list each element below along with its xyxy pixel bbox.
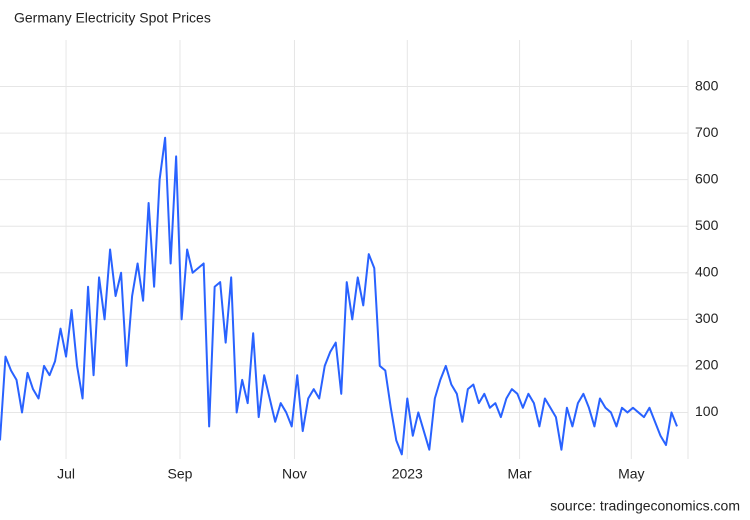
x-tick-label: Jul: [57, 466, 75, 482]
x-tick-label: 2023: [392, 466, 423, 482]
x-tick-label: Sep: [168, 466, 193, 482]
y-tick-label: 200: [695, 357, 719, 373]
x-tick-label: Mar: [508, 466, 532, 482]
y-tick-label: 700: [695, 124, 719, 140]
y-tick-label: 800: [695, 77, 719, 93]
x-tick-label: May: [618, 466, 644, 482]
y-tick-label: 400: [695, 263, 719, 279]
x-tick-label: Nov: [282, 466, 307, 482]
y-tick-label: 500: [695, 217, 719, 233]
chart-title: Germany Electricity Spot Prices: [14, 10, 211, 26]
y-tick-label: 300: [695, 310, 719, 326]
price-line: [0, 136, 678, 456]
y-tick-label: 600: [695, 170, 719, 186]
y-tick-label: 100: [695, 403, 719, 419]
source: source: tradingeconomics.com: [550, 498, 740, 514]
